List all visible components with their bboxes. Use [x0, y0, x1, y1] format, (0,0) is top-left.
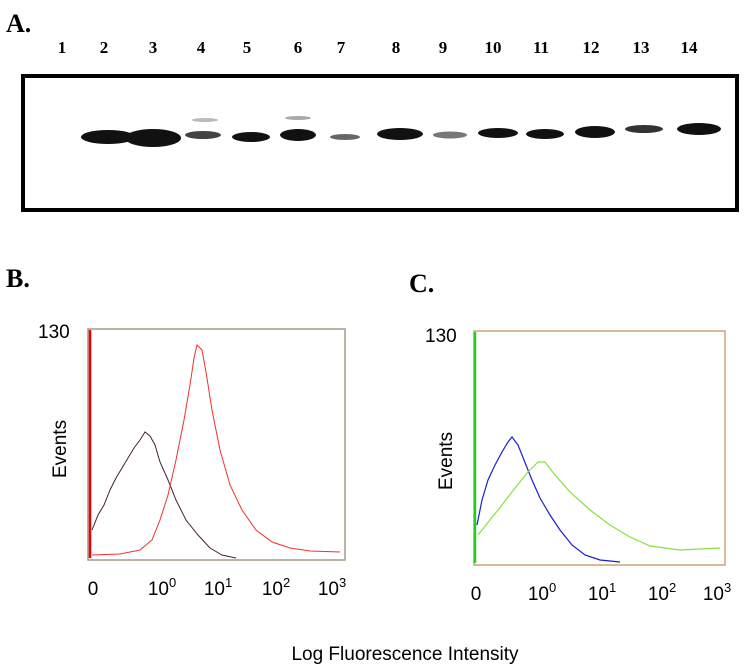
band: [232, 132, 270, 142]
panel-label: C.: [409, 269, 434, 298]
curve: [477, 461, 721, 551]
tick-base: 10: [703, 584, 724, 605]
band: [575, 126, 615, 138]
y-axis-label: Events: [436, 432, 457, 490]
tick-base: 10: [318, 579, 339, 600]
tick-base: 0: [471, 584, 482, 605]
tick-base: 10: [262, 579, 283, 600]
x-tick-labels: 0 100 101 102 103: [471, 580, 731, 605]
x-tick-label: 101: [588, 580, 616, 605]
lane-label: 9: [439, 38, 448, 57]
tick-exponent: 1: [609, 580, 616, 595]
band: [377, 128, 423, 140]
tick-base: 10: [648, 584, 669, 605]
tick-exponent: 3: [724, 580, 731, 595]
x-tick-label: 103: [703, 580, 731, 605]
x-tick-label: 100: [148, 575, 176, 600]
lane-label: 12: [583, 38, 600, 57]
lane-label: 1: [58, 38, 67, 57]
tick-exponent: 3: [339, 575, 346, 590]
tick-base: 10: [588, 584, 609, 605]
band: [526, 129, 564, 139]
lane-label: 11: [533, 38, 549, 57]
lane-label: 13: [633, 38, 650, 57]
band: [185, 131, 221, 139]
band: [280, 129, 316, 141]
x-tick-label: 0: [471, 584, 482, 605]
y-axis-label: Events: [50, 420, 71, 478]
x-axis-label: Log Fluorescence Intensity: [291, 644, 519, 665]
tick-base: 0: [88, 579, 99, 600]
x-tick-label: 102: [262, 575, 290, 600]
x-tick-labels: 0 100 101 102 103: [88, 575, 346, 600]
bands: [81, 116, 721, 147]
lane-label: 4: [197, 38, 206, 57]
x-tick-label: 103: [318, 575, 346, 600]
y-top-label: 130: [425, 326, 457, 347]
tick-exponent: 2: [669, 580, 676, 595]
lane-label: 3: [149, 38, 158, 57]
x-tick-label: 0: [88, 579, 99, 600]
curve: [476, 436, 621, 563]
band: [478, 128, 518, 138]
band: [81, 130, 135, 144]
band: [433, 131, 467, 139]
panel-label: A.: [6, 9, 31, 38]
band: [625, 125, 663, 133]
band: [285, 116, 311, 120]
lane-label: 14: [681, 38, 699, 57]
x-tick-label: 101: [204, 575, 232, 600]
band: [330, 134, 360, 140]
y-top-label: 130: [38, 322, 70, 343]
lane-label: 7: [337, 38, 346, 57]
tick-base: 10: [528, 584, 549, 605]
plot-frame: [87, 328, 346, 561]
curve: [91, 431, 237, 559]
band: [125, 129, 181, 147]
lane-label: 10: [485, 38, 502, 57]
x-tick-label: 100: [528, 580, 556, 605]
lane-label: 5: [243, 38, 252, 57]
lane-label: 2: [100, 38, 109, 57]
lane-label: 8: [392, 38, 401, 57]
tick-exponent: 0: [169, 575, 176, 590]
band: [677, 123, 721, 135]
x-tick-label: 102: [648, 580, 676, 605]
panel-label: B.: [6, 264, 30, 293]
lane-label: 6: [294, 38, 303, 57]
tick-exponent: 2: [283, 575, 290, 590]
tick-base: 10: [148, 579, 169, 600]
tick-base: 10: [204, 579, 225, 600]
tick-exponent: 1: [225, 575, 232, 590]
lane-labels: 1 2 3 4 5 6 7 8 9 10 11 12 13 14: [58, 38, 698, 57]
curve: [91, 344, 341, 556]
tick-exponent: 0: [549, 580, 556, 595]
band: [192, 118, 218, 122]
